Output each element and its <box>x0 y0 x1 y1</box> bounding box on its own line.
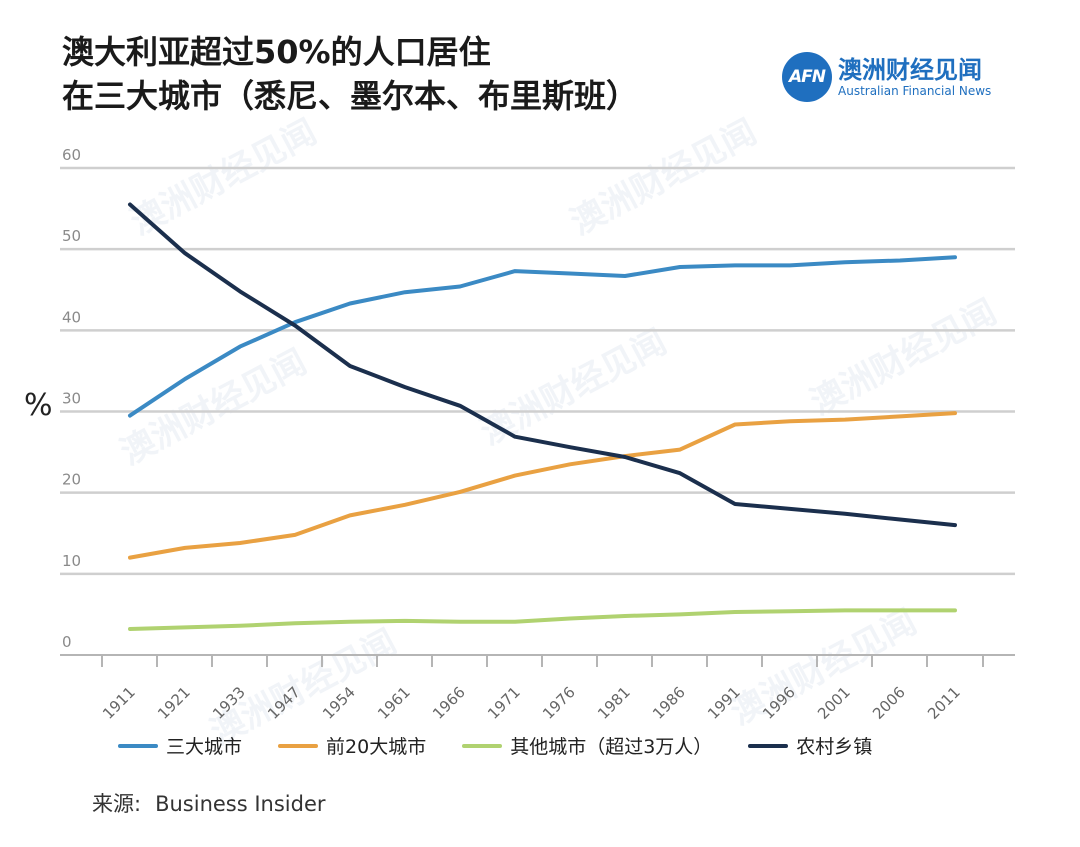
series-line-3 <box>128 608 957 631</box>
legend-item: 前20大城市 <box>278 732 426 759</box>
x-tick-label: 2011 <box>924 683 964 723</box>
source-value: Business Insider <box>155 792 326 816</box>
y-tick-label: 10 <box>62 552 81 570</box>
legend-label: 三大城市 <box>166 736 243 758</box>
logo-name-cn: 澳洲财经见闻 <box>838 56 982 84</box>
x-tick-label: 1933 <box>209 683 249 723</box>
y-axis-unit: % <box>24 388 53 423</box>
source-label: 来源: <box>92 792 142 816</box>
x-tick-label: 1921 <box>154 683 194 723</box>
y-tick-label: 20 <box>62 471 81 489</box>
source-note: 来源: Business Insider <box>92 788 340 818</box>
y-tick-label: 0 <box>62 633 72 651</box>
legend-label: 农村乡镇 <box>796 736 873 758</box>
x-tick-label: 1996 <box>759 683 799 723</box>
legend-swatch <box>118 743 158 748</box>
series-line-1 <box>128 255 957 418</box>
logo-name-en: Australian Financial News <box>838 84 992 98</box>
x-tick-label: 1911 <box>99 683 139 723</box>
legend-item: 农村乡镇 <box>748 732 872 759</box>
legend-swatch <box>462 743 503 748</box>
x-tick-label: 1961 <box>374 683 414 723</box>
chart-title-line-1: 澳大利亚超过50%的人口居住 <box>62 33 491 71</box>
y-tick-label: 30 <box>62 390 81 408</box>
x-tick-label: 2006 <box>869 683 909 723</box>
legend-swatch <box>748 743 789 748</box>
afn-logo-icon: AFN <box>782 52 832 102</box>
y-tick-label: 40 <box>62 308 81 326</box>
x-tick-label: 2001 <box>814 683 854 723</box>
x-tick-label: 1981 <box>594 683 634 723</box>
legend-item: 三大城市 <box>118 732 242 759</box>
y-tick-label: 50 <box>62 227 81 245</box>
legend-swatch <box>278 743 319 748</box>
x-tick-label: 1947 <box>264 683 304 723</box>
x-tick-label: 1954 <box>319 683 359 723</box>
chart-legend: 三大城市 前20大城市 其他城市（超过3万人） 农村乡镇 <box>118 732 908 759</box>
x-tick-label: 1986 <box>649 683 689 723</box>
series-line-4 <box>128 202 957 528</box>
legend-label: 其他城市（超过3万人） <box>510 736 713 758</box>
legend-label: 前20大城市 <box>326 736 427 758</box>
afn-logo: AFN 澳洲财经见闻 Australian Financial News <box>782 52 991 102</box>
chart-title: 澳大利亚超过50%的人口居住 在三大城市（悉尼、墨尔本、布里斯班） <box>62 30 638 118</box>
chart-title-line-2: 在三大城市（悉尼、墨尔本、布里斯班） <box>62 77 639 115</box>
series-line-2 <box>128 411 957 560</box>
y-tick-label: 60 <box>62 146 81 164</box>
legend-item: 其他城市（超过3万人） <box>462 732 712 759</box>
x-tick-label: 1966 <box>429 683 469 723</box>
x-tick-label: 1991 <box>704 683 744 723</box>
x-tick-label: 1976 <box>539 683 579 723</box>
x-tick-label: 1971 <box>484 683 524 723</box>
